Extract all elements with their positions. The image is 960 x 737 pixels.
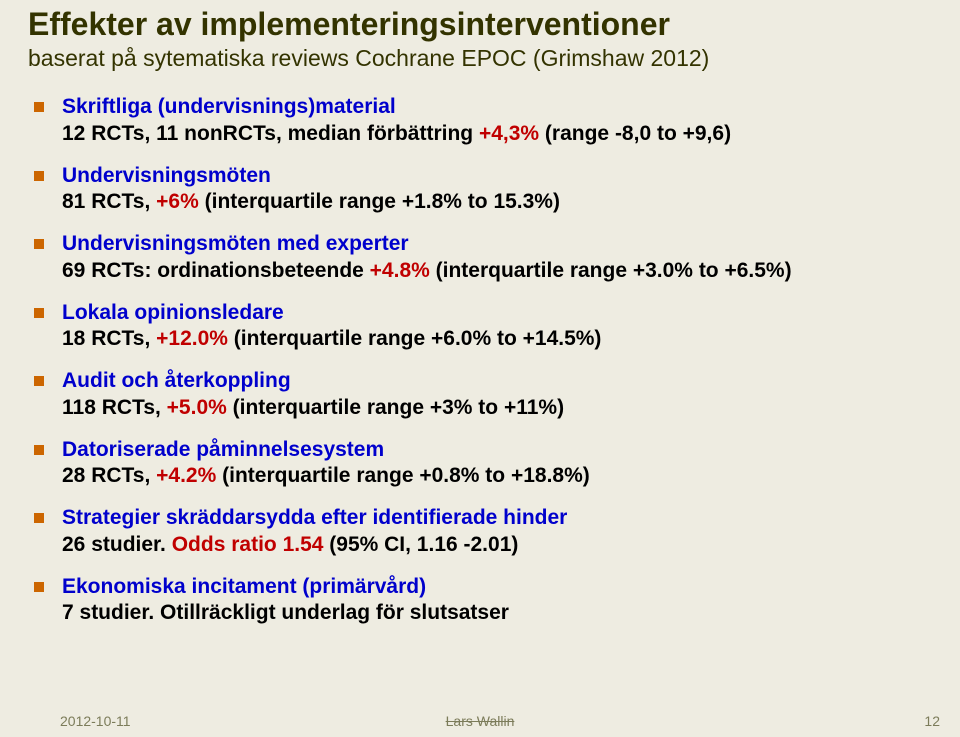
highlight-value: +12.0% — [156, 327, 228, 350]
highlight-value: Odds ratio 1.54 — [172, 533, 324, 556]
item-heading: Datoriserade påminnelsesystem — [62, 437, 932, 463]
item-detail: 69 RCTs: ordinationsbeteende +4.8% (inte… — [62, 258, 932, 284]
item-heading: Lokala opinionsledare — [62, 300, 932, 326]
item-heading: Undervisningsmöten med experter — [62, 231, 932, 257]
item-detail: 26 studier. Odds ratio 1.54 (95% CI, 1.1… — [62, 532, 932, 558]
slide-subtitle: baserat på sytematiska reviews Cochrane … — [28, 45, 932, 73]
list-item: Datoriserade påminnelsesystem 28 RCTs, +… — [28, 437, 932, 490]
footer-author: Lars Wallin — [446, 713, 515, 729]
item-detail: 81 RCTs, +6% (interquartile range +1.8% … — [62, 189, 932, 215]
footer-date: 2012-10-11 — [60, 713, 131, 729]
item-heading: Undervisningsmöten — [62, 163, 932, 189]
list-item: Strategier skräddarsydda efter identifie… — [28, 505, 932, 558]
highlight-value: +4.8% — [370, 259, 430, 282]
item-heading: Strategier skräddarsydda efter identifie… — [62, 505, 932, 531]
highlight-value: +6% — [156, 190, 199, 213]
item-heading: Audit och återkoppling — [62, 368, 932, 394]
list-item: Skriftliga (undervisnings)material 12 RC… — [28, 94, 932, 147]
list-item: Ekonomiska incitament (primärvård) 7 stu… — [28, 574, 932, 627]
item-heading: Ekonomiska incitament (primärvård) — [62, 574, 932, 600]
item-detail: 118 RCTs, +5.0% (interquartile range +3%… — [62, 395, 932, 421]
slide: Effekter av implementeringsinterventione… — [0, 0, 960, 737]
highlight-value: +5.0% — [167, 396, 227, 419]
item-heading: Skriftliga (undervisnings)material — [62, 94, 932, 120]
list-item: Undervisningsmöten 81 RCTs, +6% (interqu… — [28, 163, 932, 216]
highlight-value: +4.2% — [156, 464, 216, 487]
slide-title: Effekter av implementeringsinterventione… — [28, 6, 932, 43]
item-detail: 7 studier. Otillräckligt underlag för sl… — [62, 600, 932, 626]
footer-page-number: 12 — [924, 713, 940, 729]
list-item: Lokala opinionsledare 18 RCTs, +12.0% (i… — [28, 300, 932, 353]
item-detail: 28 RCTs, +4.2% (interquartile range +0.8… — [62, 463, 932, 489]
list-item: Audit och återkoppling 118 RCTs, +5.0% (… — [28, 368, 932, 421]
bullet-list: Skriftliga (undervisnings)material 12 RC… — [28, 94, 932, 626]
item-detail: 12 RCTs, 11 nonRCTs, median förbättring … — [62, 121, 932, 147]
item-detail: 18 RCTs, +12.0% (interquartile range +6.… — [62, 326, 932, 352]
highlight-value: +4,3% — [479, 122, 539, 145]
list-item: Undervisningsmöten med experter 69 RCTs:… — [28, 231, 932, 284]
